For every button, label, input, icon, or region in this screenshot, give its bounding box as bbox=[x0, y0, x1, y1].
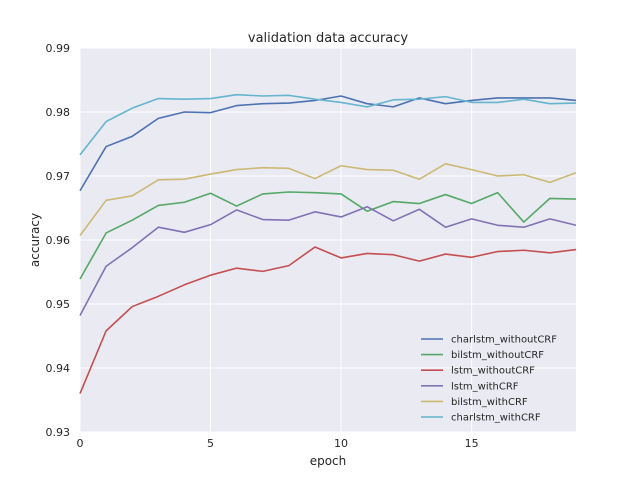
chart-title: validation data accuracy bbox=[248, 31, 409, 46]
series-layer bbox=[79, 93, 577, 394]
legend-item: lstm_withoutCRF bbox=[421, 366, 535, 377]
legend-item: lstm_withCRF bbox=[421, 381, 519, 392]
legend-label: charlstm_withCRF bbox=[451, 413, 541, 424]
y-tick-label: 0.98 bbox=[46, 106, 71, 119]
legend-label: bilstm_withoutCRF bbox=[451, 350, 544, 361]
y-tick-label: 0.96 bbox=[46, 234, 71, 247]
legend-item: charlstm_withoutCRF bbox=[421, 335, 557, 346]
series-line-bilstm_withCRF bbox=[79, 163, 577, 236]
legend-label: charlstm_withoutCRF bbox=[451, 335, 557, 346]
x-tick-label: 15 bbox=[465, 437, 479, 450]
x-axis: 0 5 10 15 bbox=[77, 437, 479, 450]
y-axis-label: accuracy bbox=[28, 213, 42, 267]
y-tick-label: 0.94 bbox=[46, 362, 71, 375]
series-line-bilstm_withoutCRF bbox=[79, 191, 577, 280]
y-tick-label: 0.95 bbox=[46, 298, 71, 311]
legend-item: bilstm_withCRF bbox=[421, 397, 528, 408]
y-tick-label: 0.93 bbox=[46, 426, 71, 439]
legend-label: lstm_withoutCRF bbox=[451, 366, 535, 377]
legend: charlstm_withoutCRF bilstm_withoutCRFlstm… bbox=[421, 335, 557, 424]
series-line-lstm_withoutCRF bbox=[79, 246, 577, 394]
legend-label: bilstm_withCRF bbox=[451, 397, 528, 408]
y-axis: 0.93 0.94 0.95 0.96 0.97 0.98 0.99 bbox=[46, 42, 71, 439]
legend-item: charlstm_withCRF bbox=[421, 413, 541, 424]
series-line-charlstm_withCRF bbox=[79, 93, 577, 156]
x-tick-label: 0 bbox=[77, 437, 84, 450]
legend-item: bilstm_withoutCRF bbox=[421, 350, 544, 361]
y-tick-label: 0.99 bbox=[46, 42, 71, 55]
legend-label: lstm_withCRF bbox=[451, 381, 519, 392]
grid bbox=[79, 47, 576, 433]
series-line-lstm_withCRF bbox=[79, 205, 577, 316]
x-axis-label: epoch bbox=[310, 454, 347, 468]
x-tick-label: 5 bbox=[207, 437, 214, 450]
series-line-charlstm_withoutCRF bbox=[79, 95, 577, 192]
y-tick-label: 0.97 bbox=[46, 170, 71, 183]
x-tick-label: 10 bbox=[334, 437, 348, 450]
